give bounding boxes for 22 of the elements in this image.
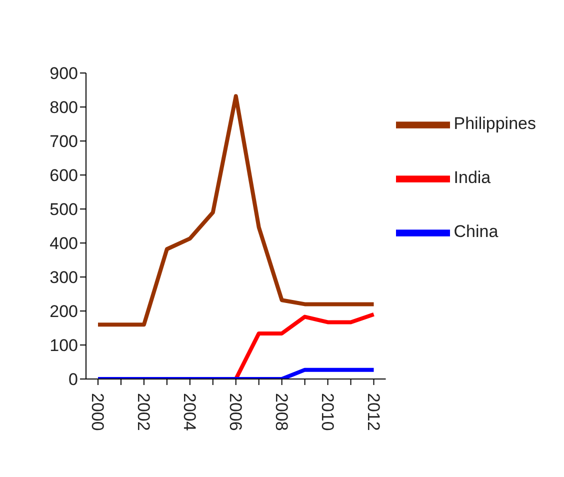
line-series — [234, 312, 376, 379]
y-tick-label: 200 — [50, 302, 78, 322]
y-tick-label: 700 — [50, 132, 78, 152]
x-tick-label: 2000 — [88, 393, 108, 431]
legend-label: India — [454, 166, 491, 189]
x-tick-label: 2004 — [180, 393, 199, 431]
y-tick-label: 600 — [50, 166, 78, 186]
y-tick-label: 0 — [68, 370, 78, 390]
legend-label: China — [454, 220, 498, 243]
x-tick-label: 2002 — [134, 393, 154, 431]
y-tick-label: 400 — [50, 234, 78, 254]
x-tick-label: 2008 — [272, 393, 291, 431]
y-tick-label: 900 — [50, 64, 78, 84]
y-tick-label: 500 — [50, 200, 78, 220]
legend-label: Philippines — [454, 112, 536, 135]
line-series — [96, 94, 376, 327]
x-tick-label: 2012 — [364, 393, 383, 431]
y-tick-label: 100 — [50, 336, 78, 356]
y-tick-label: 800 — [50, 98, 78, 118]
x-tick-label: 2006 — [226, 393, 245, 431]
x-tick-label: 2010 — [318, 393, 337, 431]
y-tick-label: 300 — [50, 268, 78, 288]
